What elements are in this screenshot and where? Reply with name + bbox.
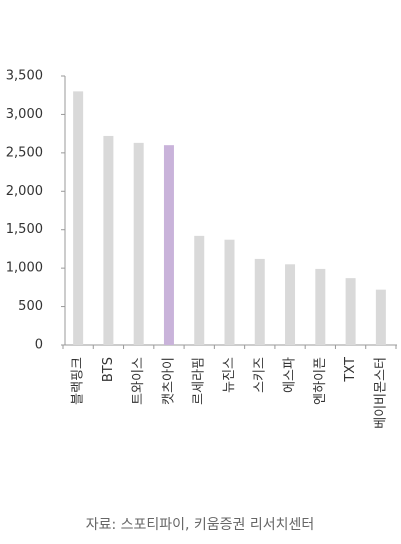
x-tick-label: TXT <box>343 357 358 383</box>
y-tick-label: 2,000 <box>6 184 43 199</box>
source: 자료: 스포티파이, 키움증권 리서치센터 <box>86 517 315 533</box>
bar <box>285 264 296 345</box>
x-tick-label: 스키즈 <box>252 357 267 393</box>
y-tick-label: 3,000 <box>6 107 43 122</box>
y-tick-label: 1,000 <box>6 261 43 276</box>
x-tick-label: 뉴진스 <box>222 357 237 393</box>
x-tick-label: 캣츠아이 <box>161 357 176 405</box>
bar <box>345 278 356 345</box>
bar <box>315 268 326 345</box>
bar <box>375 289 386 345</box>
x-tick-label: 블랙핑크 <box>71 357 86 405</box>
x-tick-label: 에스파 <box>283 357 298 393</box>
x-tick-label: BTS <box>101 357 116 382</box>
y-tick-label: 500 <box>18 299 43 314</box>
x-tick-label: 엔하이픈 <box>313 357 328 405</box>
bar <box>73 91 84 345</box>
bar <box>224 239 235 345</box>
bar <box>133 142 144 345</box>
y-tick-label: 2,500 <box>6 145 43 160</box>
y-tick-label: 1,500 <box>6 222 43 237</box>
x-tick-label: 르세라핌 <box>192 357 207 405</box>
bar <box>103 135 114 345</box>
y-tick-label: 3,500 <box>6 69 43 84</box>
x-tick-label: 베이비몬스터 <box>373 357 388 429</box>
y-tick-label: 0 <box>35 338 43 353</box>
bar <box>254 258 265 345</box>
bar <box>194 235 205 345</box>
x-tick-label: 트와이스 <box>131 357 146 405</box>
bar <box>163 145 174 345</box>
